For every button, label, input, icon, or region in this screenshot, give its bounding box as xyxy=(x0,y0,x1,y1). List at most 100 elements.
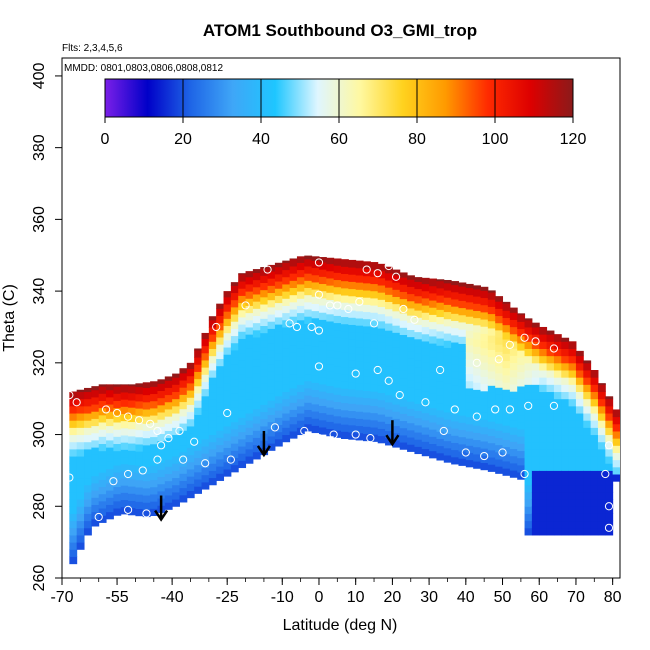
heatmap-cell xyxy=(186,362,195,370)
heatmap-cell xyxy=(385,272,393,281)
heatmap-cell xyxy=(194,349,202,358)
heatmap-cell xyxy=(113,450,122,459)
heatmap-cell xyxy=(164,495,173,503)
heatmap-cell xyxy=(502,410,511,419)
heatmap-cell xyxy=(274,309,283,318)
heatmap-cell xyxy=(282,260,291,263)
heatmap-cell xyxy=(385,337,393,346)
heatmap-cell xyxy=(414,396,423,404)
heatmap-cell xyxy=(274,417,283,426)
heatmap-cell xyxy=(91,504,100,513)
heatmap-cell xyxy=(230,292,239,301)
heatmap-cell xyxy=(370,297,379,306)
sample-point xyxy=(524,401,533,410)
heatmap-cell xyxy=(106,461,114,470)
heatmap-cell xyxy=(392,375,401,384)
heatmap-cell xyxy=(553,527,562,536)
heatmap-cell xyxy=(407,275,415,280)
heatmap-cell xyxy=(429,278,437,287)
heatmap-cell xyxy=(458,336,467,344)
heatmap-cell xyxy=(355,375,364,384)
heatmap-cell xyxy=(194,479,202,487)
heatmap-cell xyxy=(495,308,504,317)
heatmap-cell xyxy=(575,355,584,364)
heatmap-cell xyxy=(451,456,459,465)
heatmap-cell xyxy=(458,307,467,316)
heatmap-cell xyxy=(304,294,313,303)
heatmap-cell xyxy=(539,513,548,522)
heatmap-cell xyxy=(524,319,533,328)
heatmap-cell xyxy=(399,427,408,436)
heatmap-cell xyxy=(568,413,577,421)
heatmap-cell xyxy=(252,408,261,417)
heatmap-cell xyxy=(208,362,217,371)
heatmap-cell xyxy=(245,341,254,349)
heatmap-cell xyxy=(443,354,452,363)
heatmap-cell xyxy=(69,420,78,428)
heatmap-cell xyxy=(120,449,129,458)
heatmap-cell xyxy=(341,409,349,418)
heatmap-cell xyxy=(76,513,85,522)
sample-point xyxy=(450,405,459,414)
heatmap-cell xyxy=(172,398,180,407)
heatmap-cell xyxy=(583,405,592,414)
heatmap-cell xyxy=(69,499,78,507)
heatmap-cell xyxy=(377,313,386,322)
heatmap-cell xyxy=(98,443,107,452)
heatmap-cell xyxy=(385,358,393,367)
heatmap-cell xyxy=(194,414,202,423)
heatmap-cell xyxy=(531,491,540,500)
heatmap-cell xyxy=(451,370,459,379)
heatmap-cell xyxy=(487,335,496,343)
heatmap-cell xyxy=(363,411,371,420)
sample-points-layer xyxy=(65,258,614,532)
heatmap-cell xyxy=(355,418,364,427)
heatmap-cell xyxy=(546,434,555,443)
heatmap-cell xyxy=(546,513,555,522)
heatmap-cell xyxy=(487,356,496,365)
sample-point xyxy=(391,272,401,281)
heatmap-cell xyxy=(201,374,210,382)
heatmap-cell xyxy=(443,404,452,413)
heatmap-cell xyxy=(208,398,217,407)
heatmap-cell xyxy=(223,332,232,341)
heatmap-cell xyxy=(443,433,452,442)
heatmap-cell xyxy=(304,416,313,425)
heatmap-cell xyxy=(524,341,533,349)
heatmap-cell xyxy=(495,451,504,460)
heatmap-cell xyxy=(443,368,452,377)
heatmap-cell xyxy=(443,297,452,305)
heatmap-cell xyxy=(502,468,511,476)
heatmap-cell xyxy=(164,423,173,431)
heatmap-cell xyxy=(201,338,210,347)
heatmap-cell xyxy=(605,491,614,500)
heatmap-cell xyxy=(509,434,518,442)
heatmap-cell xyxy=(597,413,606,421)
heatmap-cell xyxy=(568,420,577,428)
heatmap-cell xyxy=(341,402,349,411)
heatmap-cell xyxy=(407,437,415,445)
heatmap-cell xyxy=(333,336,342,345)
heatmap-cell xyxy=(333,379,342,388)
heatmap-cell xyxy=(348,403,357,412)
heatmap-cell xyxy=(473,375,481,383)
heatmap-cell xyxy=(429,422,437,430)
heatmap-cell xyxy=(385,330,393,338)
heatmap-cell xyxy=(605,405,614,414)
heatmap-cell xyxy=(91,439,100,448)
heatmap-cell xyxy=(69,520,78,529)
heatmap-cell xyxy=(289,380,298,389)
heatmap-cell xyxy=(568,477,577,486)
heatmap-cell xyxy=(216,444,225,453)
heatmap-cell xyxy=(575,398,584,407)
heatmap-cell xyxy=(69,556,78,565)
heatmap-cell xyxy=(355,353,364,362)
heatmap-cell xyxy=(458,314,467,323)
heatmap-cell xyxy=(106,504,114,513)
heatmap-cell xyxy=(539,398,548,407)
heatmap-cell xyxy=(539,377,548,385)
sample-point xyxy=(146,419,155,428)
heatmap-cell xyxy=(451,399,459,408)
heatmap-cell xyxy=(377,270,386,279)
heatmap-cell xyxy=(84,398,92,407)
